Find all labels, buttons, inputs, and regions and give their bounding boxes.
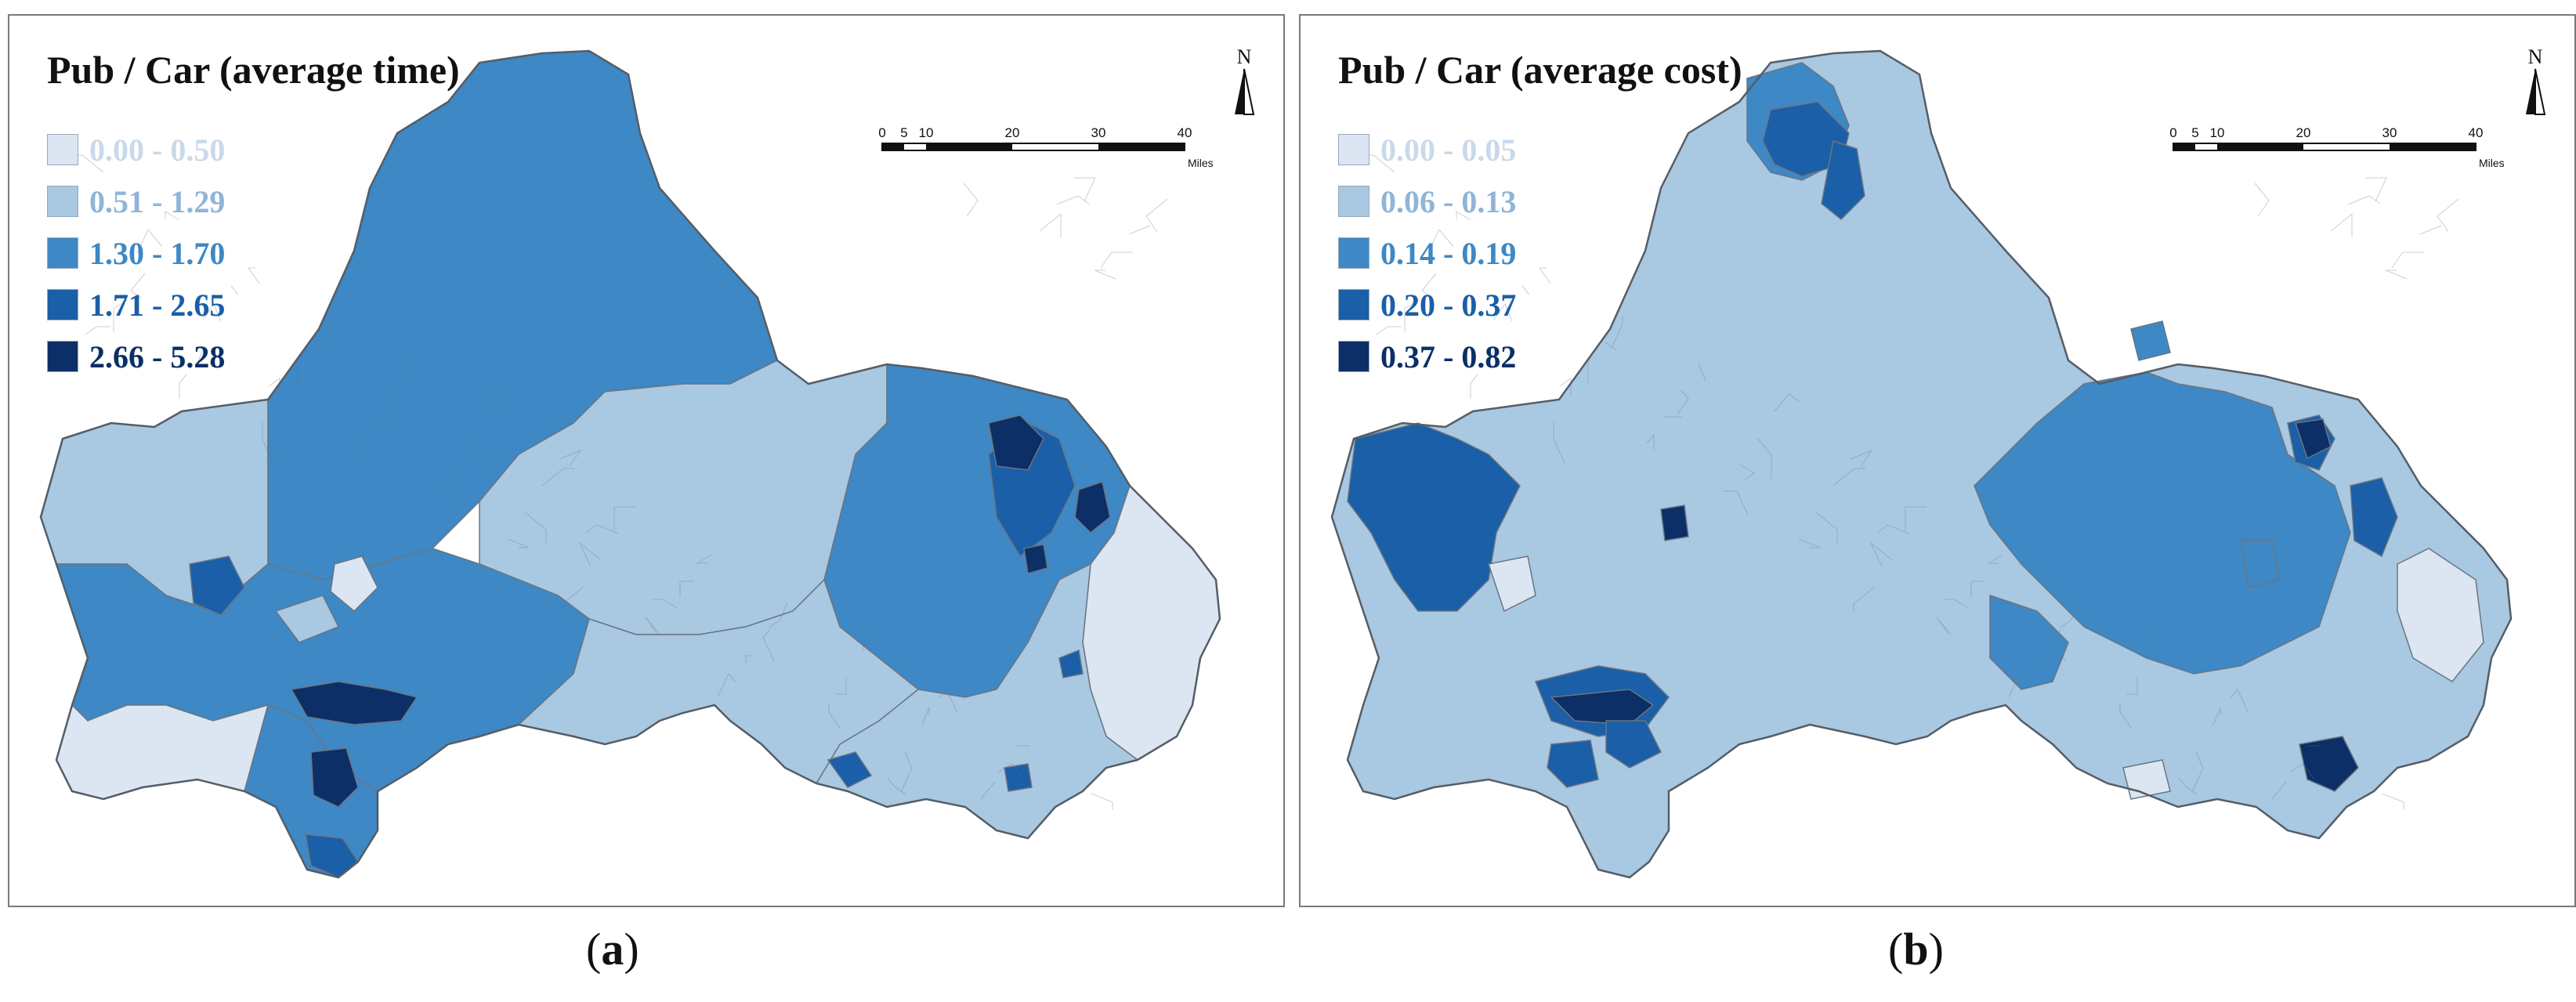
legend-swatch — [1338, 341, 1369, 372]
legend-label: 0.20 - 0.37 — [1380, 287, 1517, 323]
caption-letter: a — [601, 924, 624, 975]
legend-a: 0.00 - 0.50 0.51 - 1.29 1.30 - 1.70 1.71… — [47, 124, 225, 382]
legend-item: 1.30 - 1.70 — [47, 227, 225, 279]
legend-swatch — [1338, 186, 1369, 217]
scale-tick: 0 — [2169, 125, 2177, 140]
region-outline — [1330, 49, 2513, 879]
caption-open: ( — [1888, 924, 1904, 975]
legend-label: 0.14 - 0.19 — [1380, 235, 1517, 271]
region-outline — [39, 49, 1221, 879]
legend-label: 0.51 - 1.29 — [89, 183, 226, 219]
legend-label: 0.37 - 0.82 — [1380, 338, 1517, 374]
legend-swatch — [1338, 289, 1369, 320]
caption-b: (b) — [1888, 923, 1944, 975]
caption-open: ( — [586, 924, 602, 975]
scale-bar: 0 5 10 20 30 40 Miles — [2162, 125, 2531, 172]
caption-close: ) — [1928, 924, 1944, 975]
map-title-a: Pub / Car (average time) — [47, 48, 460, 92]
legend-label: 1.71 - 2.65 — [89, 287, 226, 323]
map-region — [189, 555, 245, 616]
scale-tick: 30 — [1091, 125, 1106, 140]
legend-item: 0.00 - 0.05 — [1338, 124, 1516, 175]
map-region — [1023, 544, 1048, 574]
map-region — [330, 555, 378, 613]
legend-swatch — [47, 186, 78, 217]
scale-tick: 0 — [878, 125, 886, 140]
map-region — [1762, 101, 1850, 177]
legend-item: 0.20 - 0.37 — [1338, 279, 1516, 331]
scale-units: Miles — [2479, 157, 2505, 169]
map-region — [1004, 763, 1033, 792]
map-region — [1058, 649, 1084, 678]
scale-tick: 10 — [918, 125, 934, 140]
legend-item: 0.06 - 0.13 — [1338, 175, 1516, 227]
legend-item: 2.66 - 5.28 — [47, 331, 225, 382]
scale-tick: 10 — [2209, 125, 2225, 140]
scale-tick: 30 — [2382, 125, 2397, 140]
legend-swatch — [47, 341, 78, 372]
north-arrow-icon: N — [2520, 45, 2551, 118]
scale-tick: 20 — [1004, 125, 1020, 140]
choropleth-map-b — [1330, 49, 2513, 879]
district-boundaries — [71, 154, 1168, 810]
legend-label: 0.06 - 0.13 — [1380, 183, 1517, 219]
north-label: N — [1236, 45, 1252, 68]
map-region — [2130, 320, 2171, 361]
map-region — [2295, 418, 2332, 460]
map-region — [274, 595, 340, 643]
scale-tick: 5 — [2191, 125, 2199, 140]
caption-a: (a) — [586, 923, 639, 975]
legend-swatch — [47, 134, 78, 165]
map-region — [1989, 594, 2069, 690]
map-region — [988, 414, 1044, 471]
map-region — [2122, 759, 2171, 800]
district-boundaries — [1362, 154, 2459, 810]
legend-label: 2.66 - 5.28 — [89, 338, 226, 374]
map-panel-b: Pub / Car (average cost) 0.00 - 0.05 0.0… — [1299, 14, 2576, 907]
legend-swatch — [1338, 134, 1369, 165]
map-region — [1821, 140, 1865, 221]
map-region — [1488, 555, 1536, 613]
legend-item: 0.37 - 0.82 — [1338, 331, 1516, 382]
scale-tick: 5 — [900, 125, 908, 140]
map-title-b: Pub / Car (average cost) — [1338, 48, 1742, 92]
legend-item: 0.14 - 0.19 — [1338, 227, 1516, 279]
map-region — [2397, 548, 2484, 682]
choropleth-map-a — [39, 49, 1221, 879]
map-region — [1974, 371, 2351, 675]
legend-label: 0.00 - 0.05 — [1380, 132, 1517, 168]
legend-item: 0.51 - 1.29 — [47, 175, 225, 227]
map-region — [2240, 540, 2281, 588]
legend-label: 1.30 - 1.70 — [89, 235, 226, 271]
legend-swatch — [47, 289, 78, 320]
caption-letter: b — [1903, 924, 1929, 975]
scale-units: Miles — [1188, 157, 1214, 169]
map-region — [1547, 740, 1599, 788]
north-label: N — [2527, 45, 2543, 68]
map-region — [2350, 477, 2398, 558]
map-region — [310, 747, 359, 808]
legend-label: 0.00 - 0.50 — [89, 132, 226, 168]
map-region — [290, 681, 418, 725]
scale-tick: 40 — [1177, 125, 1192, 140]
map-region — [1347, 422, 1521, 612]
legend-swatch — [47, 237, 78, 269]
scale-tick: 40 — [2468, 125, 2484, 140]
north-arrow-icon: N — [1228, 45, 1260, 118]
caption-close: ) — [624, 924, 639, 975]
legend-swatch — [1338, 237, 1369, 269]
map-region — [1550, 689, 1655, 725]
map-region — [1074, 481, 1111, 534]
legend-item: 1.71 - 2.65 — [47, 279, 225, 331]
legend-b: 0.00 - 0.05 0.06 - 0.13 0.14 - 0.19 0.20… — [1338, 124, 1516, 382]
map-panel-a: Pub / Car (average time) 0.00 - 0.50 0.5… — [8, 14, 1285, 907]
map-region — [827, 751, 873, 788]
map-region — [1660, 505, 1689, 541]
scale-tick: 20 — [2296, 125, 2311, 140]
map-region — [1605, 720, 1662, 769]
map-region — [2299, 736, 2359, 792]
scale-bar: 0 5 10 20 30 40 Miles — [871, 125, 1239, 172]
legend-item: 0.00 - 0.50 — [47, 124, 225, 175]
